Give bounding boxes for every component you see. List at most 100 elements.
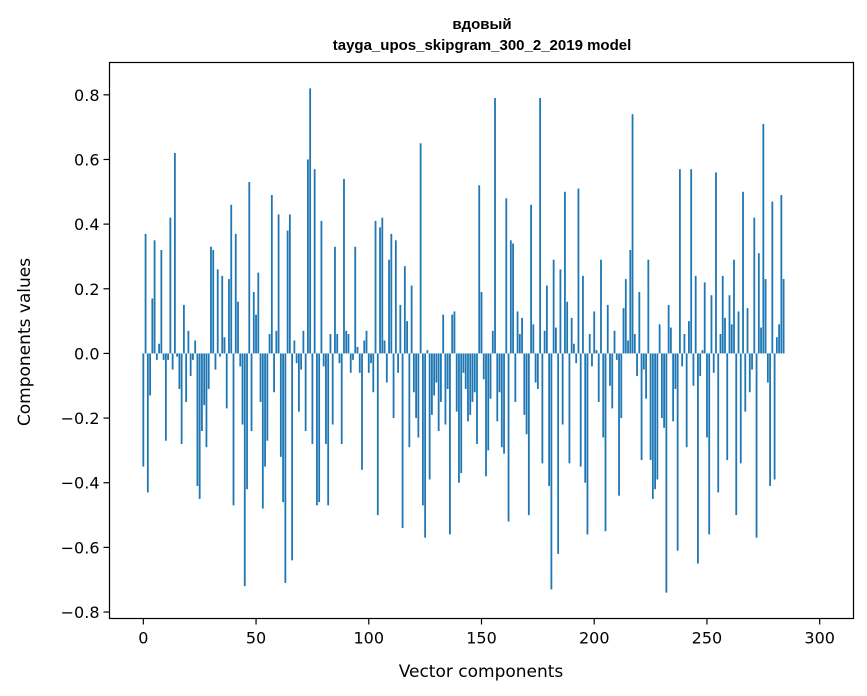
bar: [460, 353, 463, 474]
bar: [279, 353, 282, 457]
bar: [237, 301, 239, 354]
bar: [316, 353, 318, 506]
bar: [275, 330, 278, 354]
bar: [557, 353, 560, 554]
bar: [582, 275, 584, 354]
bar: [277, 214, 280, 354]
bar: [679, 169, 681, 354]
bar: [575, 353, 578, 364]
y-tick-label: −0.4: [61, 474, 100, 493]
bar: [207, 353, 210, 389]
bar: [518, 334, 521, 354]
bar: [615, 353, 618, 360]
bar: [548, 353, 551, 486]
bar: [424, 353, 427, 538]
bar: [266, 353, 269, 441]
bar: [151, 298, 154, 354]
bar: [406, 321, 408, 354]
bar: [728, 295, 731, 354]
bar: [746, 308, 749, 354]
bar: [710, 295, 713, 354]
bar: [408, 353, 411, 448]
bar: [500, 353, 503, 448]
bar: [370, 353, 372, 364]
bar: [717, 353, 720, 493]
bar: [435, 353, 438, 383]
bar: [464, 353, 467, 389]
x-tick-label: 250: [692, 629, 723, 648]
x-tick-label: 50: [246, 629, 266, 648]
bar: [331, 353, 334, 425]
bar: [480, 292, 483, 354]
bar: [388, 259, 390, 354]
bar: [503, 353, 505, 454]
bar: [656, 353, 659, 480]
bar: [173, 153, 176, 354]
chart-title: вдовый: [452, 16, 511, 33]
bar: [476, 353, 478, 444]
bar: [178, 353, 181, 389]
bar: [527, 353, 530, 516]
bar: [453, 311, 456, 354]
bar: [509, 240, 512, 354]
bar: [171, 353, 174, 370]
bar: [433, 353, 436, 396]
bar: [381, 217, 384, 354]
bar: [570, 317, 573, 354]
bar: [358, 353, 361, 373]
bar: [180, 353, 183, 444]
bar: [525, 353, 528, 435]
bar: [374, 220, 377, 354]
bar: [162, 353, 165, 360]
x-axis-ticks: 0 50 100 150 200 250 300: [138, 618, 835, 648]
bar: [688, 321, 690, 354]
y-tick-label: 0.0: [74, 344, 99, 363]
bar: [494, 98, 496, 354]
bar: [261, 353, 264, 509]
bar: [552, 259, 555, 354]
bar: [284, 353, 287, 583]
bar: [699, 353, 702, 377]
bar: [327, 353, 330, 506]
bar: [602, 353, 605, 438]
bar: [751, 353, 753, 370]
bar: [649, 353, 652, 461]
chart-subtitle: tayga_upos_skipgram_300_2_2019 model: [333, 37, 632, 54]
bar: [467, 353, 469, 422]
bar: [383, 340, 386, 354]
bar: [489, 353, 492, 399]
bar: [782, 279, 785, 354]
bar: [773, 353, 776, 480]
bar: [203, 353, 206, 406]
bar: [415, 353, 418, 419]
bar: [550, 353, 553, 590]
bar: [160, 249, 163, 354]
bar: [340, 353, 343, 444]
bar: [397, 353, 399, 373]
bar: [291, 353, 294, 561]
bar: [250, 353, 253, 432]
y-tick-label: −0.6: [61, 538, 100, 557]
bar: [748, 353, 751, 393]
bar: [669, 327, 672, 354]
bar: [701, 350, 704, 354]
bar: [597, 353, 600, 402]
bar: [627, 340, 629, 354]
bar: [440, 353, 442, 402]
bar: [185, 353, 188, 402]
bar: [367, 353, 370, 373]
bar: [288, 214, 291, 354]
bar: [410, 285, 413, 354]
bar: [498, 353, 501, 393]
bar: [146, 353, 149, 493]
bar: [523, 353, 526, 415]
bar: [485, 353, 487, 477]
bar: [724, 317, 726, 354]
bar: [651, 353, 654, 499]
bar: [532, 324, 535, 354]
bar: [412, 353, 415, 393]
y-tick-label: −0.8: [61, 603, 100, 622]
bar: [579, 353, 582, 467]
bar: [307, 159, 309, 354]
bar: [521, 317, 523, 354]
